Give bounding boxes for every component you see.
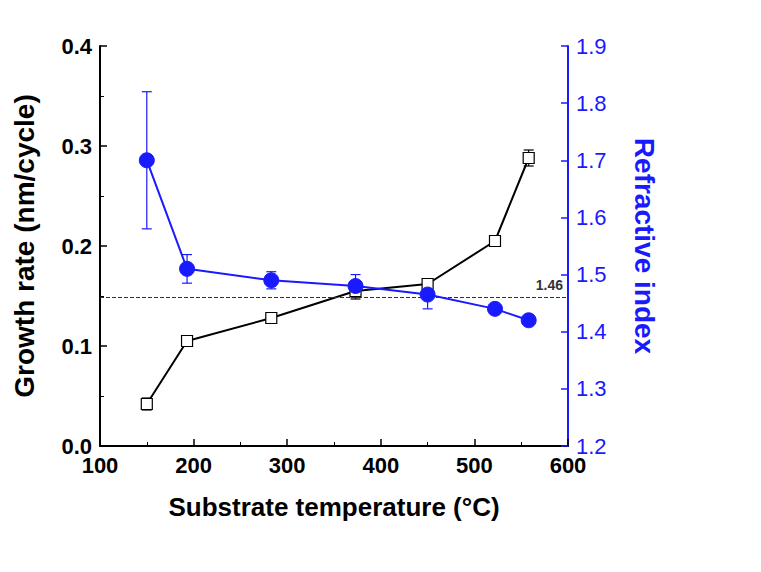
svg-text:100: 100: [82, 453, 119, 478]
svg-text:1.7: 1.7: [576, 148, 607, 173]
svg-text:Growth rate (nm/cycle): Growth rate (nm/cycle): [9, 94, 40, 397]
svg-text:0.2: 0.2: [61, 234, 92, 259]
svg-text:1.3: 1.3: [576, 376, 607, 401]
svg-text:300: 300: [269, 453, 306, 478]
svg-text:600: 600: [550, 453, 587, 478]
svg-text:1.6: 1.6: [576, 205, 607, 230]
svg-text:1.46: 1.46: [536, 277, 563, 293]
svg-text:1.5: 1.5: [576, 262, 607, 287]
svg-text:1.4: 1.4: [576, 319, 607, 344]
svg-text:1.2: 1.2: [576, 433, 607, 459]
svg-text:0.3: 0.3: [61, 134, 92, 159]
svg-text:400: 400: [362, 453, 399, 478]
svg-text:500: 500: [456, 453, 493, 478]
svg-text:1.8: 1.8: [576, 91, 607, 116]
svg-text:0.1: 0.1: [61, 334, 92, 359]
svg-text:200: 200: [175, 453, 212, 478]
svg-text:1.9: 1.9: [576, 34, 607, 59]
svg-text:0.0: 0.0: [61, 433, 92, 459]
svg-text:0.4: 0.4: [61, 34, 92, 59]
svg-text:Refractive index: Refractive index: [629, 138, 660, 355]
svg-text:Substrate temperature (°C): Substrate temperature (°C): [168, 492, 499, 522]
